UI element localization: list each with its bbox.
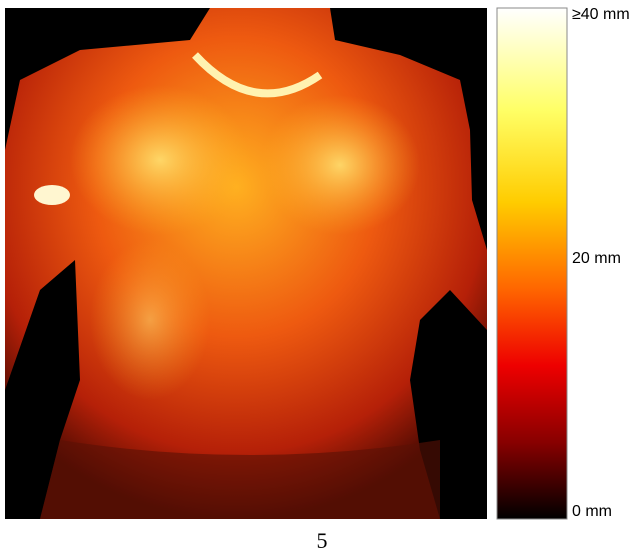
colorbar-label: ≥40 mm [572,6,630,23]
caption: 5 [317,528,328,553]
colorbar-label: 20 mm [572,250,621,267]
colorbar-label: 0 mm [572,503,612,520]
colorbar [496,7,568,520]
heatmap-image [5,8,487,519]
